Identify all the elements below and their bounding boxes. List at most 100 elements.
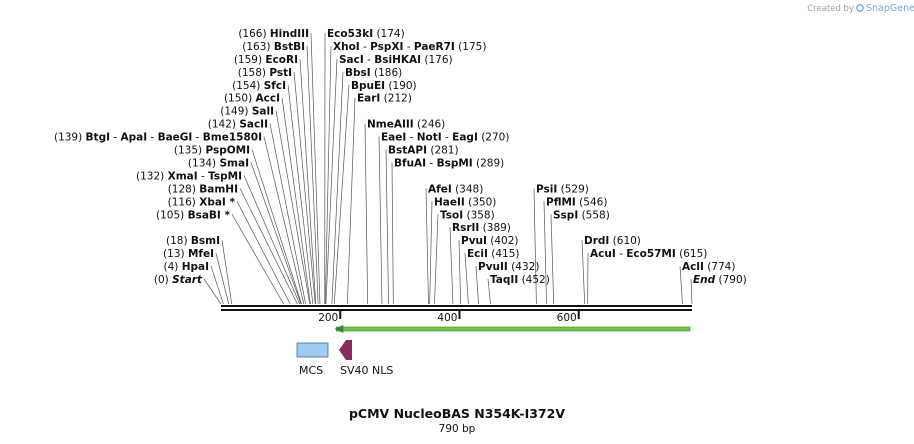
cut-site-end[interactable]: End (790): [693, 274, 747, 286]
cut-site-eco53ki[interactable]: Eco53kI (174): [327, 28, 405, 40]
leader-end: [690, 278, 693, 305]
enzyme-name: PaeR7I: [414, 41, 455, 53]
site-position: (358): [463, 209, 495, 221]
cut-site-taqii[interactable]: TaqII (452): [490, 274, 550, 286]
cut-site-drdi[interactable]: DrdI (610): [584, 235, 641, 247]
enzyme-name: BpuEI: [351, 80, 385, 92]
leader-sali: [275, 110, 311, 305]
cut-site-pvuii[interactable]: PvuII (432): [478, 261, 539, 273]
map-title: pCMV NucleoBAS N354K-I372V: [349, 406, 565, 421]
cut-site-eaei[interactable]: EaeI - NotI - EagI (270): [381, 132, 509, 144]
cut-site-nmeaiii[interactable]: NmeAIII (246): [367, 119, 445, 131]
cut-site-mfei[interactable]: (13) MfeI: [163, 248, 214, 260]
cut-site-xmai[interactable]: (132) XmaI - TspMI: [136, 170, 242, 182]
cut-site-psti[interactable]: (158) PstI: [238, 67, 292, 79]
enzyme-name: PspOMI: [205, 145, 250, 157]
site-position: (158): [238, 67, 270, 79]
enzyme-name: Eco57MI: [626, 248, 676, 260]
cut-site-hpai[interactable]: (4) HpaI: [163, 261, 209, 273]
orf-bar[interactable]: [336, 326, 691, 332]
cut-site-acli[interactable]: AclI (774): [682, 261, 735, 273]
site-position: (246): [414, 119, 446, 131]
cut-site-psii[interactable]: PsiI (529): [536, 183, 589, 195]
cut-site-bsmi[interactable]: (18) BsmI: [166, 235, 220, 247]
site-label: (142) SacII: [208, 119, 268, 131]
enzyme-labels: (166) HindIII(163) BstBI(159) EcoRI(158)…: [54, 28, 747, 286]
site-position: (615): [676, 248, 708, 260]
enzyme-name: BsaBI *: [188, 209, 231, 221]
cut-site-saci[interactable]: SacI - BsiHKAI (176): [339, 54, 453, 66]
enzyme-name: EarI: [357, 93, 380, 105]
cut-site-haeii[interactable]: HaeII (350): [434, 196, 496, 208]
enzyme-name: HindIII: [270, 28, 309, 40]
cut-site-bpuei[interactable]: BpuEI (190): [351, 80, 417, 92]
site-label: (4) HpaI: [163, 261, 209, 273]
mcs-feature[interactable]: [296, 342, 329, 358]
leader-rsrii: [449, 227, 454, 305]
cut-site-afei[interactable]: AfeI (348): [428, 183, 483, 195]
site-position: (132): [136, 170, 168, 182]
cut-site-bsabi[interactable]: (105) BsaBI *: [156, 209, 230, 221]
sv40-nls-feature[interactable]: [339, 340, 352, 360]
leader-bfuai: [391, 162, 394, 305]
cut-site-hindiii[interactable]: (166) HindIII: [238, 28, 309, 40]
enzyme-name: BstAPI: [388, 145, 427, 157]
cut-site-ecii[interactable]: EciI (415): [467, 248, 519, 260]
site-label: SacI - BsiHKAI (176): [339, 54, 453, 66]
cut-site-bbsi[interactable]: BbsI (186): [345, 67, 402, 79]
cut-site-rsrii[interactable]: RsrII (389): [452, 222, 511, 234]
enzyme-name: PspXI: [370, 41, 403, 53]
cut-site-xhoi[interactable]: XhoI - PspXI - PaeR7I (175): [333, 41, 486, 53]
cut-site-acci[interactable]: (150) AccI: [224, 93, 280, 105]
enzyme-name: SalI: [252, 106, 274, 118]
cut-site-pflmi[interactable]: PflMI (546): [546, 196, 607, 208]
cut-site-smai[interactable]: (134) SmaI: [188, 157, 249, 169]
cut-site-acui[interactable]: AcuI - Eco57MI (615): [590, 248, 707, 260]
enzyme-name: HpaI: [182, 261, 209, 273]
leader-psii: [533, 188, 537, 305]
cut-site-xbai[interactable]: (116) XbaI *: [168, 196, 236, 208]
cut-site-bamhi[interactable]: (128) BamHI: [168, 183, 238, 195]
leader-pvuii: [475, 266, 479, 305]
cut-site-sacii[interactable]: (142) SacII: [208, 119, 268, 131]
leader-pvui: [458, 240, 462, 305]
bp-ruler: 200 400 600: [318, 310, 580, 324]
site-label: (149) SalI: [220, 106, 274, 118]
site-position: (18): [166, 235, 191, 247]
enzyme-name: EcoRI: [265, 54, 298, 66]
leader-saci: [325, 58, 338, 305]
enzyme-name: PflMI: [546, 196, 576, 208]
cut-site-tsoi[interactable]: TsoI (358): [440, 209, 495, 221]
cut-site-eari[interactable]: EarI (212): [357, 93, 412, 105]
site-position: -: [426, 157, 436, 169]
cut-site-sfci[interactable]: (154) SfcI: [232, 80, 286, 92]
cut-site-start[interactable]: (0) Start: [154, 274, 203, 286]
cut-site-pspomi[interactable]: (135) PspOMI: [174, 145, 250, 157]
cut-site-pvui[interactable]: PvuI (402): [461, 235, 519, 247]
site-position: (139): [54, 132, 86, 144]
leader-bpuei: [333, 84, 350, 305]
site-position: -: [360, 41, 370, 53]
cut-site-leaders: [203, 32, 693, 305]
cut-site-bstbi[interactable]: (163) BstBI: [242, 41, 305, 53]
cut-site-sspi[interactable]: SspI (558): [553, 209, 610, 221]
enzyme-name: BsiHKAI: [374, 54, 421, 66]
leader-bstapi: [385, 149, 389, 305]
leader-sspi: [550, 214, 555, 305]
site-position: (4): [163, 261, 181, 273]
leader-smai: [250, 162, 302, 305]
cut-site-bstapi[interactable]: BstAPI (281): [388, 145, 459, 157]
cut-site-ecori[interactable]: (159) EcoRI: [234, 54, 298, 66]
enzyme-name: TaqII: [490, 274, 518, 286]
enzyme-name: PsiI: [536, 183, 557, 195]
site-position: (175): [455, 41, 487, 53]
site-position: -: [198, 170, 208, 182]
cut-site-bfuai[interactable]: BfuAI - BspMI (289): [394, 157, 504, 169]
orf-arrow: [334, 325, 691, 333]
cut-site-sali[interactable]: (149) SalI: [220, 106, 274, 118]
cut-site-btgi[interactable]: (139) BtgI - ApaI - BaeGI - Bme1580I: [54, 132, 262, 144]
site-label: PsiI (529): [536, 183, 589, 195]
site-label: AcuI - Eco57MI (615): [590, 248, 707, 260]
enzyme-name: SmaI: [220, 157, 250, 169]
site-position: (166): [238, 28, 270, 40]
